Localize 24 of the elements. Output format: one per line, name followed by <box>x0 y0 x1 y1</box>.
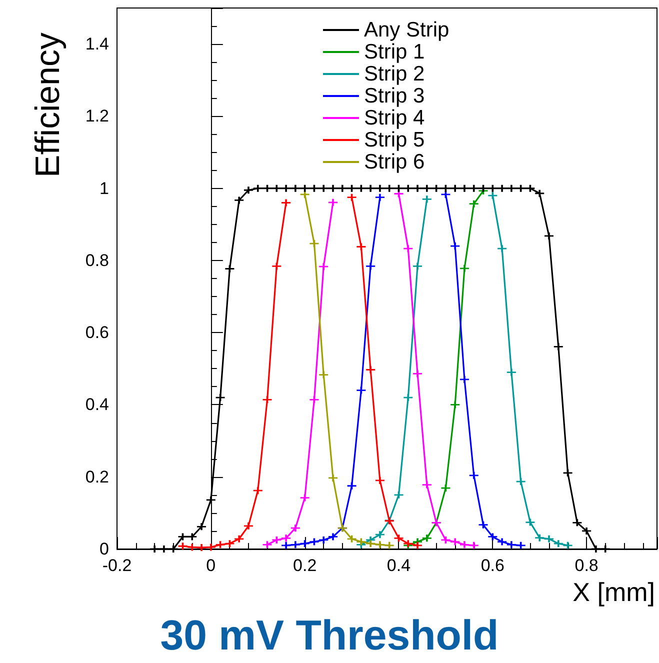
x-tick-label: 0.6 <box>480 556 504 575</box>
x-tick-label: 0.4 <box>386 556 411 575</box>
legend-label: Strip 6 <box>364 150 425 174</box>
x-tick-label: 0.8 <box>574 556 598 575</box>
y-tick-label: 0.8 <box>85 250 109 270</box>
legend-label: Strip 5 <box>364 128 425 152</box>
y-tick-label: 0.4 <box>85 395 109 414</box>
legend-label: Strip 2 <box>364 62 425 86</box>
x-tick-label: 0.2 <box>293 556 317 575</box>
y-tick-label: 0.6 <box>85 323 109 342</box>
legend-label: Strip 1 <box>364 40 425 64</box>
y-tick-label: 0 <box>100 540 109 558</box>
legend-label: Strip 4 <box>364 106 426 130</box>
x-tick-label: -0.2 <box>102 556 132 575</box>
y-axis-title: Efficiency <box>29 32 67 178</box>
y-tick-label: 1 <box>100 178 109 198</box>
legend-label: Any Strip <box>364 18 450 42</box>
y-tick-label: 1.4 <box>85 34 109 54</box>
y-tick-label: 1.2 <box>85 106 109 126</box>
legend-label: Strip 3 <box>364 84 425 108</box>
y-tick-label: 0.2 <box>85 467 109 486</box>
text: 30 mV Threshold <box>160 612 499 658</box>
x-tick-label: 0 <box>206 556 216 575</box>
x-axis-title: X [mm] <box>572 577 655 607</box>
